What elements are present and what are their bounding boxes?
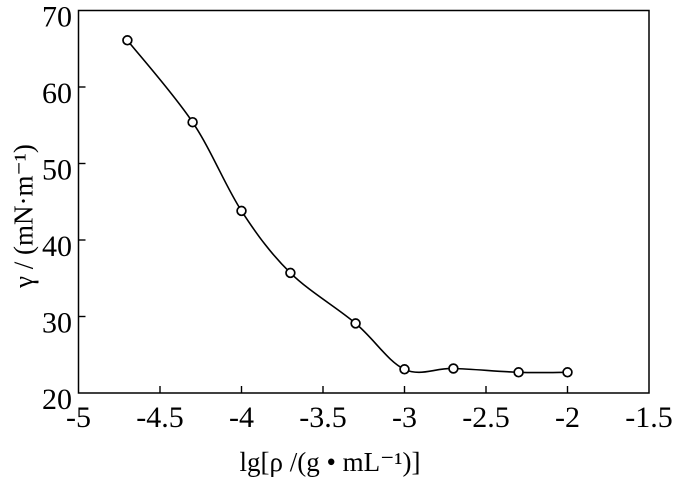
plot-border bbox=[77, 9, 650, 394]
x-axis-title: lg[ρ /(g • mL⁻¹)] bbox=[239, 447, 421, 477]
y-tick-label: 70 bbox=[42, 1, 72, 34]
y-tick-label: 60 bbox=[42, 77, 72, 110]
x-tick-label: -4 bbox=[229, 401, 254, 434]
y-tick-label: 30 bbox=[42, 307, 72, 340]
y-tick-label: 20 bbox=[42, 383, 72, 416]
y-tick-label: 50 bbox=[42, 154, 72, 187]
x-tick-label: -4.5 bbox=[136, 401, 184, 434]
data-point-marker bbox=[187, 116, 198, 128]
x-tick-label: -1.5 bbox=[625, 401, 673, 434]
data-point-marker bbox=[562, 367, 573, 378]
x-tick-label: -2.5 bbox=[462, 401, 510, 434]
curve-path bbox=[126, 39, 569, 374]
data-point-marker bbox=[236, 205, 247, 217]
data-point-marker bbox=[399, 364, 410, 375]
y-tick-label: 40 bbox=[42, 230, 72, 263]
data-point-marker bbox=[350, 318, 361, 329]
data-point-marker bbox=[285, 267, 296, 279]
y-axis-title: γ / (mN·m⁻¹) bbox=[8, 144, 39, 288]
x-tick-label: -2 bbox=[555, 401, 580, 434]
x-tick-label: -3.5 bbox=[299, 401, 347, 434]
data-point-marker bbox=[122, 35, 133, 46]
x-tick-label: -5 bbox=[66, 401, 91, 434]
x-tick-label: -3 bbox=[392, 401, 417, 434]
data-point-marker bbox=[513, 367, 524, 378]
data-point-marker bbox=[448, 363, 459, 374]
